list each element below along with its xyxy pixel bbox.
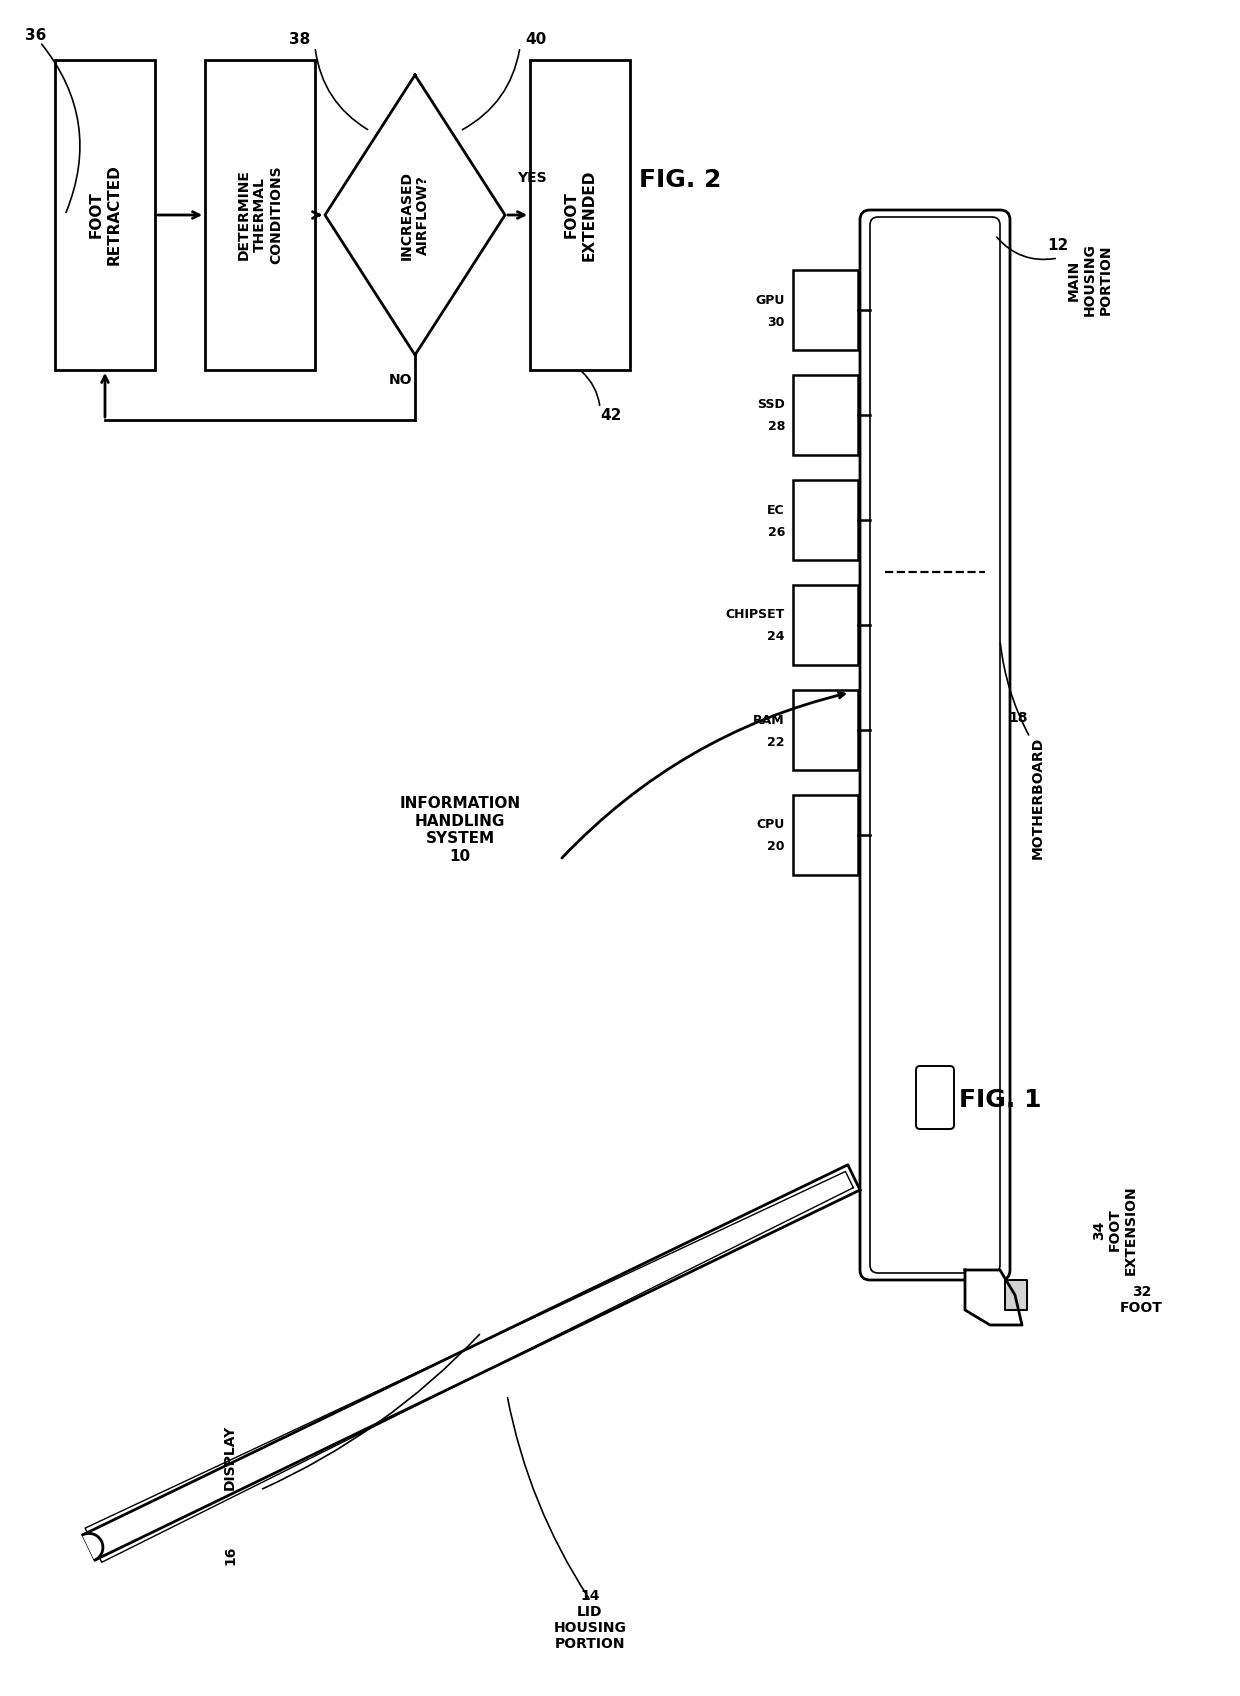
Bar [205, 59, 315, 370]
Text: FOOT
RETRACTED: FOOT RETRACTED [89, 165, 122, 265]
Text: SSD: SSD [758, 399, 785, 412]
FancyBboxPatch shape [861, 210, 1011, 1280]
Text: FIG. 2: FIG. 2 [639, 168, 722, 192]
Text: CPU: CPU [756, 819, 785, 831]
Text: 16: 16 [223, 1545, 237, 1565]
Text: 24: 24 [768, 631, 785, 643]
Text: 38: 38 [289, 32, 310, 47]
Text: 40: 40 [525, 32, 547, 47]
Text: 22: 22 [768, 736, 785, 748]
Text: 12: 12 [1048, 237, 1069, 253]
Text: 34
FOOT
EXTENSION: 34 FOOT EXTENSION [1091, 1186, 1138, 1275]
Text: CHIPSET: CHIPSET [725, 609, 785, 621]
Text: INFORMATION
HANDLING
SYSTEM
10: INFORMATION HANDLING SYSTEM 10 [399, 797, 521, 863]
Text: 28: 28 [768, 421, 785, 434]
Bar [794, 690, 858, 770]
Bar [794, 270, 858, 349]
Polygon shape [1004, 1280, 1027, 1309]
Text: NO: NO [388, 373, 412, 387]
Text: INCREASED
AIRFLOW?: INCREASED AIRFLOW? [399, 171, 430, 259]
Polygon shape [965, 1270, 1022, 1325]
Bar [794, 375, 858, 455]
Text: DISPLAY: DISPLAY [223, 1425, 237, 1491]
Bar [529, 59, 630, 370]
Text: FOOT
EXTENDED: FOOT EXTENDED [564, 170, 596, 261]
Text: 20: 20 [768, 841, 785, 853]
Bar [794, 480, 858, 560]
Text: 14
LID
HOUSING
PORTION: 14 LID HOUSING PORTION [553, 1589, 626, 1652]
Text: FIG. 1: FIG. 1 [959, 1089, 1042, 1113]
FancyBboxPatch shape [916, 1067, 954, 1130]
Text: EC: EC [768, 504, 785, 517]
Text: 32
FOOT: 32 FOOT [1120, 1286, 1163, 1314]
FancyBboxPatch shape [870, 217, 999, 1274]
Text: MAIN
HOUSING
PORTION: MAIN HOUSING PORTION [1066, 244, 1114, 317]
Bar [794, 795, 858, 875]
Text: GPU: GPU [755, 293, 785, 307]
Text: DETERMINE
THERMAL
CONDITIONS: DETERMINE THERMAL CONDITIONS [237, 166, 283, 265]
Polygon shape [325, 75, 505, 354]
Text: RAM: RAM [754, 714, 785, 726]
Bar [55, 59, 155, 370]
Text: 18: 18 [1008, 711, 1028, 724]
Bar [794, 585, 858, 665]
Text: 36: 36 [25, 27, 46, 42]
Polygon shape [83, 1533, 103, 1560]
Text: YES: YES [517, 171, 547, 185]
Text: 26: 26 [768, 526, 785, 539]
Text: 42: 42 [600, 407, 621, 422]
Polygon shape [83, 1165, 861, 1560]
Text: 30: 30 [768, 315, 785, 329]
Text: MOTHERBOARD: MOTHERBOARD [1030, 736, 1045, 858]
